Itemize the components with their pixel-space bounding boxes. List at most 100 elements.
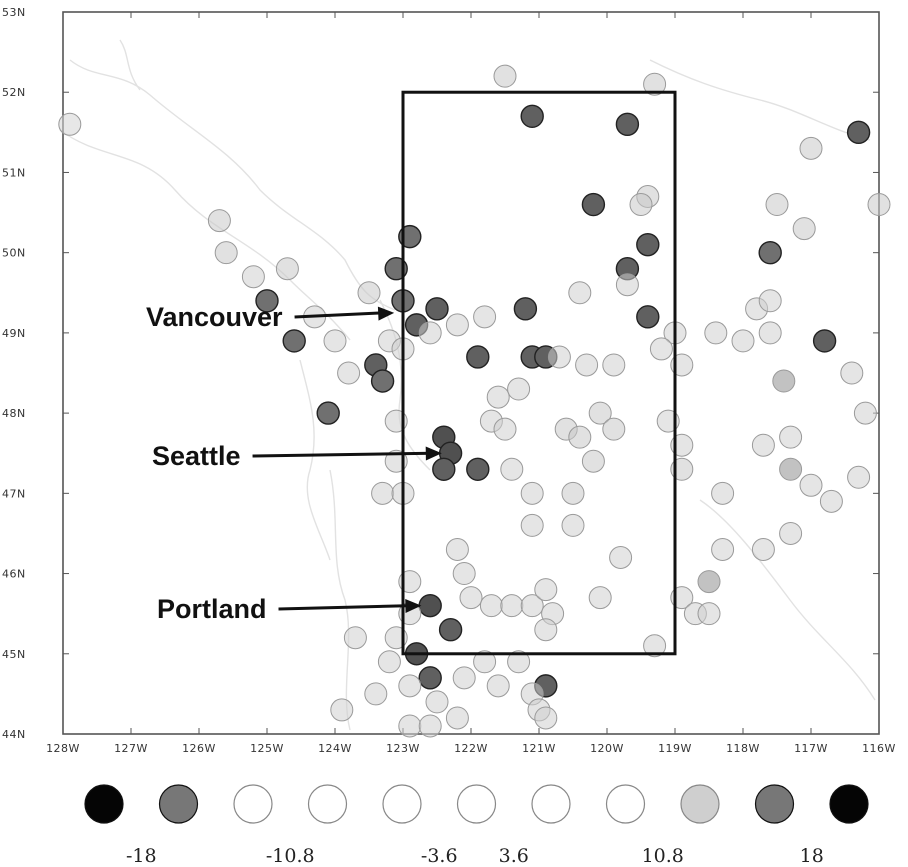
lon-tick-label: 123W — [386, 742, 420, 755]
station-marker — [765, 193, 789, 217]
coastline-traces — [59, 39, 876, 731]
station-marker — [432, 457, 456, 481]
station-marker — [500, 457, 524, 481]
lon-tick-label: 118W — [726, 742, 760, 755]
legend-swatch — [456, 784, 497, 824]
station-marker — [588, 401, 612, 425]
station-marker — [581, 449, 605, 473]
station-marker — [459, 586, 483, 610]
station-marker — [255, 289, 279, 313]
station-marker — [323, 329, 347, 353]
legend-swatch — [680, 784, 720, 824]
station-marker — [697, 602, 721, 626]
station-marker — [568, 425, 592, 449]
station-marker — [500, 594, 524, 618]
station-marker — [561, 481, 585, 505]
lon-tick-label: 117W — [794, 742, 828, 755]
city-arrow-head — [425, 446, 442, 461]
legend-label: -18 — [126, 845, 157, 867]
station-marker — [398, 674, 422, 698]
station-marker — [636, 305, 660, 329]
legend-label: -3.6 — [421, 845, 458, 867]
city-arrow-shaft — [294, 311, 385, 319]
station-marker — [371, 481, 395, 505]
legend-swatch — [754, 784, 795, 824]
lon-tick-label: 119W — [658, 742, 692, 755]
station-marker — [418, 666, 442, 690]
station-marker — [473, 305, 497, 329]
station-marker — [520, 104, 544, 128]
station-marker — [867, 193, 891, 217]
station-marker — [207, 209, 231, 233]
city-arrow-head — [405, 599, 422, 614]
color-legend: -18 -10.8 -3.6 3.6 10.8 18 — [84, 784, 869, 867]
station-marker — [731, 329, 755, 353]
station-marker — [534, 706, 558, 730]
station-marker — [466, 457, 490, 481]
station-marker — [479, 594, 503, 618]
lon-tick-label: 124W — [318, 742, 352, 755]
station-marker — [840, 361, 864, 385]
station-marker — [561, 513, 585, 537]
station-marker — [507, 377, 531, 401]
station-marker — [812, 329, 837, 353]
station-marker — [711, 481, 735, 505]
station-marker — [473, 650, 497, 674]
station-marker — [602, 417, 626, 441]
city-label: Portland — [157, 594, 267, 624]
legend-label: 3.6 — [499, 845, 529, 867]
station-marker — [609, 546, 633, 570]
map-frame — [62, 11, 880, 735]
station-marker — [547, 345, 571, 369]
station-marker — [343, 626, 367, 650]
station-marker — [520, 481, 544, 505]
legend-swatch — [84, 784, 124, 824]
station-marker — [575, 353, 599, 377]
analysis-domain-box — [401, 90, 677, 656]
lat-tick-label: 49N — [2, 327, 26, 340]
legend-label: 18 — [800, 845, 824, 867]
station-marker — [466, 345, 490, 369]
legend-swatch — [382, 784, 422, 824]
station-marker — [792, 217, 816, 241]
station-marker — [615, 273, 639, 297]
station-marker — [214, 241, 238, 265]
station-marker — [799, 136, 823, 160]
station-marker — [398, 714, 422, 738]
lon-tick-label: 122W — [454, 742, 488, 755]
station-marker — [751, 537, 775, 561]
station-marker — [847, 465, 871, 489]
lat-tick-label: 45N — [2, 648, 26, 661]
legend-swatch — [605, 784, 646, 824]
lon-tick-label: 128W — [46, 742, 80, 755]
legend-swatch — [233, 784, 273, 824]
station-marker — [418, 714, 442, 738]
station-marker — [588, 586, 612, 610]
legend-swatch — [829, 784, 869, 824]
city-arrow-shaft — [252, 451, 432, 458]
station-marker — [445, 537, 469, 561]
station-marker — [846, 120, 871, 145]
lon-tick-label: 116W — [862, 742, 896, 755]
station-marker — [697, 570, 721, 594]
station-marker — [581, 192, 606, 217]
city-arrow-head — [377, 306, 395, 321]
graticule-ticks: 128W 127W 126W 125W 124W 123W 122W 121W 120W 119W… — [2, 6, 896, 755]
station-marker — [779, 521, 803, 545]
station-marker — [330, 698, 354, 722]
station-marker — [534, 618, 558, 642]
station-marker — [425, 690, 449, 714]
city-annotations: Vancouver Seattle Portland — [146, 302, 442, 624]
station-marker — [418, 321, 442, 345]
legend-label: -10.8 — [266, 845, 315, 867]
lat-tick-label: 48N — [2, 407, 26, 420]
city-label: Vancouver — [146, 302, 283, 332]
lat-tick-label: 53N — [2, 6, 26, 19]
station-marker — [452, 666, 476, 690]
station-marker — [316, 401, 340, 425]
station-marker — [486, 385, 510, 409]
city-arrow-shaft — [278, 604, 412, 611]
station-marker — [58, 112, 82, 136]
station-marker — [772, 369, 796, 393]
